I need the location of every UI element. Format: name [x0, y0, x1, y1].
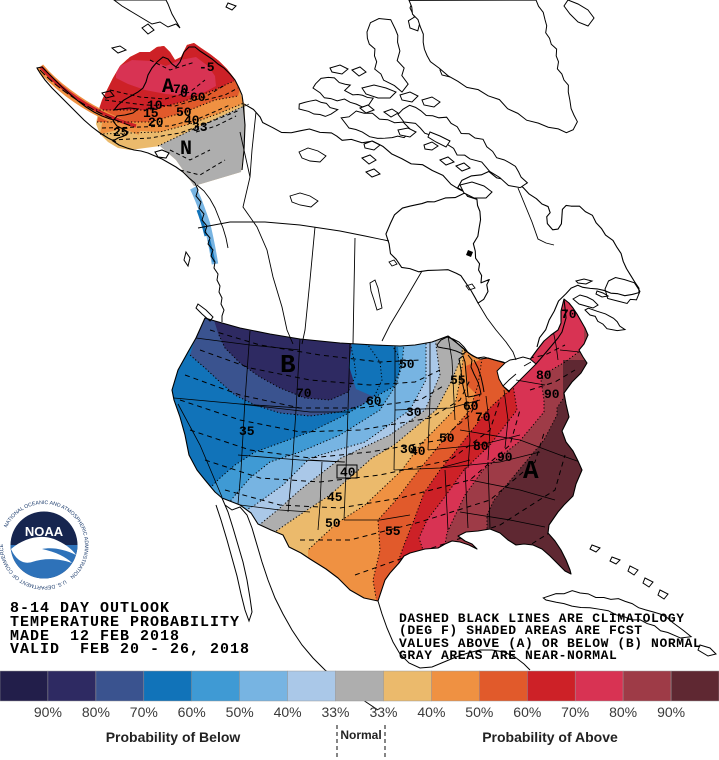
svg-text:15: 15	[143, 106, 159, 121]
svg-text:VALID FEB 20 - 26, 2018: VALID FEB 20 - 26, 2018	[10, 641, 250, 658]
svg-text:80: 80	[536, 368, 552, 383]
svg-text:33%: 33%	[369, 704, 397, 720]
svg-text:90: 90	[544, 387, 560, 402]
svg-text:40: 40	[340, 465, 356, 480]
svg-text:70: 70	[296, 386, 312, 401]
svg-text:80%: 80%	[609, 704, 637, 720]
svg-text:B: B	[280, 350, 296, 380]
svg-text:30: 30	[406, 405, 422, 420]
svg-text:90%: 90%	[34, 704, 62, 720]
svg-text:A: A	[523, 456, 539, 486]
svg-text:40: 40	[410, 444, 426, 459]
svg-text:GRAY AREAS ARE NEAR-NORMAL: GRAY AREAS ARE NEAR-NORMAL	[399, 648, 617, 663]
svg-text:40: 40	[184, 113, 200, 128]
svg-text:70: 70	[561, 307, 577, 322]
svg-text:50: 50	[399, 357, 415, 372]
svg-text:(DEG F) SHADED AREAS ARE FCST: (DEG F) SHADED AREAS ARE FCST	[399, 623, 643, 638]
svg-text:Normal: Normal	[340, 728, 381, 742]
svg-text:60%: 60%	[513, 704, 541, 720]
svg-text:0: 0	[180, 86, 188, 101]
svg-text:60: 60	[190, 90, 206, 105]
svg-text:55: 55	[385, 524, 401, 539]
svg-text:A: A	[162, 76, 174, 99]
svg-text:20: 20	[148, 115, 164, 130]
svg-text:70%: 70%	[561, 704, 589, 720]
svg-text:90: 90	[497, 450, 513, 465]
svg-text:70: 70	[173, 82, 189, 97]
svg-text:70: 70	[475, 410, 491, 425]
svg-text:Probability of Above: Probability of Above	[482, 729, 618, 745]
svg-text:DASHED BLACK LINES ARE CLIMATO: DASHED BLACK LINES ARE CLIMATOLOGY	[399, 611, 685, 626]
svg-text:50: 50	[325, 516, 341, 531]
svg-text:33: 33	[192, 120, 208, 135]
svg-text:TEMPERATURE PROBABILITY: TEMPERATURE PROBABILITY	[10, 614, 240, 631]
svg-text:N: N	[180, 138, 192, 161]
svg-text:25: 25	[113, 125, 129, 140]
svg-text:70%: 70%	[130, 704, 158, 720]
svg-text:50: 50	[439, 431, 455, 446]
svg-text:35: 35	[239, 424, 255, 439]
svg-text:NOAA: NOAA	[25, 524, 64, 539]
svg-text:-5: -5	[199, 60, 215, 75]
svg-text:60: 60	[463, 399, 479, 414]
svg-text:55: 55	[450, 373, 466, 388]
svg-text:Probability of Below: Probability of Below	[106, 729, 241, 745]
svg-text:33%: 33%	[321, 704, 349, 720]
svg-text:MADE 12 FEB 2018: MADE 12 FEB 2018	[10, 628, 180, 645]
svg-text:60%: 60%	[178, 704, 206, 720]
svg-text:80: 80	[473, 439, 489, 454]
svg-text:90%: 90%	[657, 704, 685, 720]
svg-text:8-14 DAY OUTLOOK: 8-14 DAY OUTLOOK	[10, 600, 170, 617]
svg-text:VALUES ABOVE (A) OR BELOW (B): VALUES ABOVE (A) OR BELOW (B) NORMAL	[399, 636, 701, 651]
svg-text:40%: 40%	[417, 704, 445, 720]
svg-text:10: 10	[147, 98, 163, 113]
svg-text:40%: 40%	[274, 704, 302, 720]
svg-text:50%: 50%	[465, 704, 493, 720]
svg-text:50: 50	[176, 105, 192, 120]
svg-text:80%: 80%	[82, 704, 110, 720]
svg-text:60: 60	[366, 394, 382, 409]
svg-text:50%: 50%	[226, 704, 254, 720]
svg-text:30: 30	[400, 442, 416, 457]
svg-text:45: 45	[327, 490, 343, 505]
